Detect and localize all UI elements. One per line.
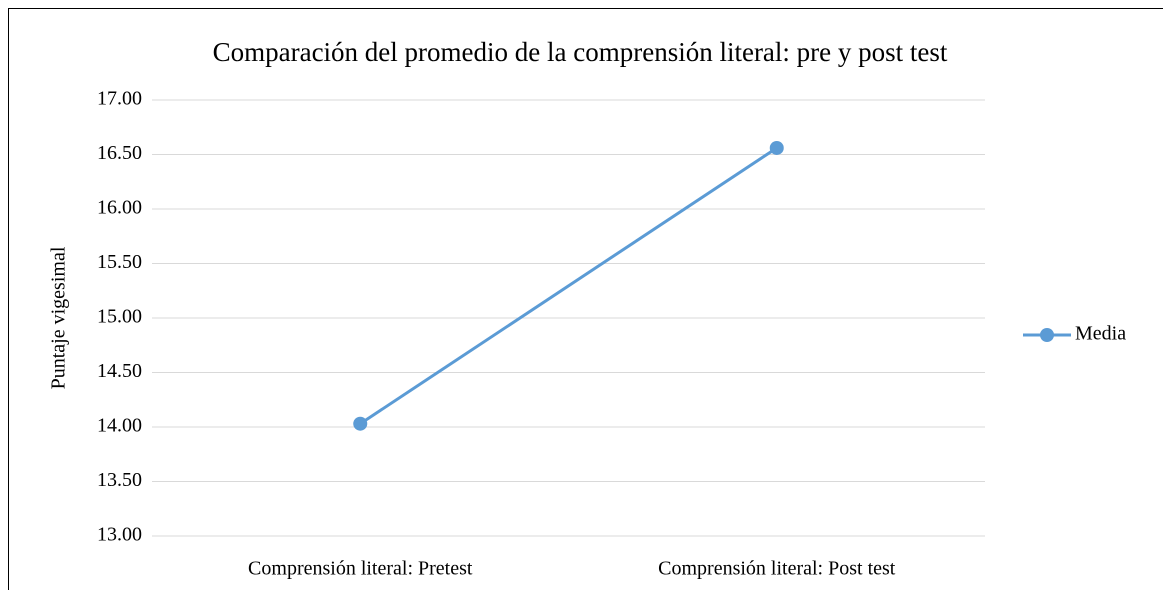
legend-marker: [1040, 328, 1054, 342]
y-axis-label: Puntaje vigesimal: [48, 246, 70, 389]
y-tick-label: 17.00: [97, 88, 142, 110]
x-tick-label: Comprensión literal: Post test: [658, 558, 896, 580]
y-tick-label: 14.50: [97, 360, 142, 382]
y-tick-label: 15.50: [97, 251, 142, 273]
y-tick-label: 13.50: [97, 469, 142, 491]
y-tick-label: 13.00: [97, 524, 142, 546]
x-tick-label: Comprensión literal: Pretest: [248, 558, 473, 580]
chart-title: Comparación del promedio de la comprensi…: [213, 37, 948, 67]
y-tick-label: 16.00: [97, 197, 142, 219]
legend-label: Media: [1075, 323, 1126, 345]
data-point: [353, 416, 368, 431]
y-tick-label: 16.50: [97, 142, 142, 164]
y-tick-label: 15.00: [97, 306, 142, 328]
data-point: [769, 140, 784, 155]
y-tick-label: 14.00: [97, 415, 142, 437]
chart-frame: [8, 8, 1163, 590]
series-line: [359, 146, 778, 425]
